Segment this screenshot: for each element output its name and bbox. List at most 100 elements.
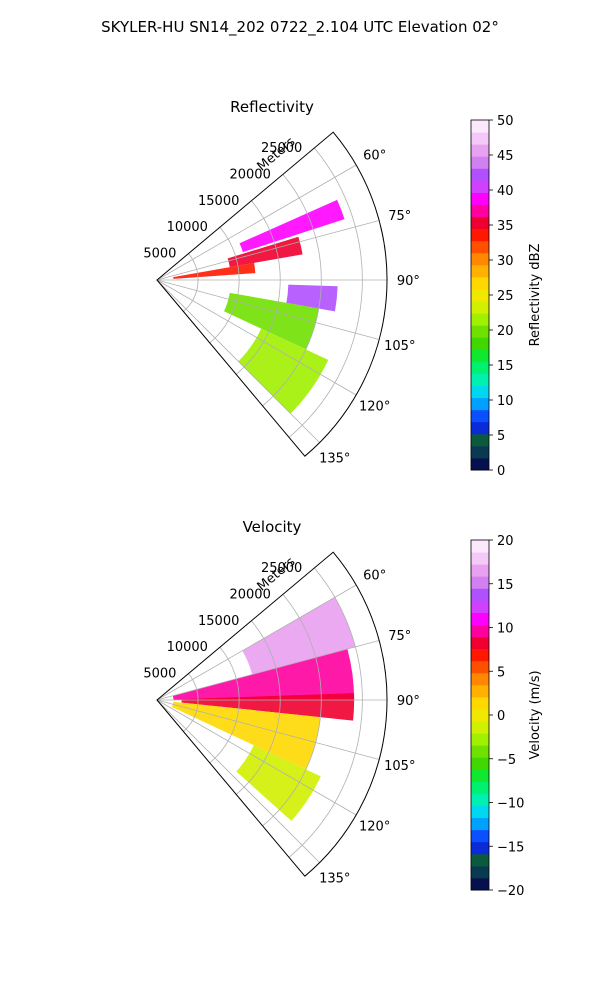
sector-outline	[156, 551, 388, 877]
colorbar-segment	[471, 433, 489, 447]
colorbar-segment	[471, 684, 489, 698]
colorbar-segment	[471, 288, 489, 302]
colorbar-segment	[471, 409, 489, 423]
colorbar-segment	[471, 588, 489, 601]
echo-cell	[224, 292, 319, 350]
colorbar-segment	[471, 120, 489, 133]
azimuth-tick-label: 105°	[384, 759, 415, 774]
colorbar-tick-label: −20	[497, 884, 524, 899]
colorbar-tick-label: −5	[497, 753, 516, 768]
velocity-colorbar: −20 −15 −10 −5 0 5 10 15 20 Velocity (m/s)	[470, 534, 543, 899]
colorbar-segment	[471, 252, 489, 266]
radial-tick-label: 20000	[229, 587, 270, 602]
colorbar-tick-label: 30	[497, 254, 514, 269]
colorbar-segment	[471, 817, 489, 831]
range-ring	[288, 147, 363, 438]
colorbar-segment	[471, 564, 489, 577]
colorbar-tick-label: 0	[497, 464, 505, 479]
colorbar-tick-label: 20	[497, 324, 514, 339]
colorbar-segment	[471, 660, 489, 674]
colorbar-segment	[471, 301, 489, 314]
azimuth-tick-label: 75°	[388, 629, 411, 644]
colorbar-tick-label: 35	[497, 219, 514, 234]
azimuth-gridline	[156, 699, 320, 863]
colorbar-segment	[471, 636, 489, 650]
radial-tick-label: 5000	[143, 247, 176, 262]
colorbar-segment	[471, 781, 489, 794]
azimuth-gridline	[156, 699, 380, 760]
echo-cell	[236, 745, 321, 821]
range-ring	[262, 594, 322, 827]
echo-cell	[171, 701, 321, 770]
colorbar-segment	[471, 853, 489, 867]
colorbar-tick-label: −15	[497, 840, 524, 855]
colorbar-tick-label: 10	[497, 394, 514, 409]
azimuth-gridline	[156, 584, 357, 701]
radial-tick-label: 15000	[198, 614, 239, 629]
colorbar-segment	[471, 600, 489, 613]
azimuth-tick-label: 60°	[363, 148, 386, 163]
colorbar-segment	[471, 361, 489, 374]
colorbar-tick-label: 5	[497, 665, 505, 680]
colorbar-tick-label: 40	[497, 184, 514, 199]
azimuth-gridline	[156, 279, 380, 340]
colorbar-label: Velocity (m/s)	[528, 670, 543, 759]
azimuth-gridline	[156, 640, 380, 701]
reflectivity-panel: Reflectivity 500010000150002000025000Met…	[143, 98, 543, 479]
colorbar-segment	[471, 168, 489, 181]
colorbar-segment	[471, 313, 489, 326]
colorbar-segment	[471, 337, 489, 350]
colorbar-segment	[471, 216, 489, 230]
colorbar-segment	[471, 769, 489, 782]
colorbar-segment	[471, 325, 489, 338]
colorbar-segment	[471, 877, 489, 891]
colorbar-segment	[471, 757, 489, 770]
azimuth-gridline	[156, 164, 357, 281]
colorbar-segment	[471, 829, 489, 843]
colorbar-segment	[471, 733, 489, 746]
range-ring	[209, 646, 240, 764]
colorbar-tick-label: 45	[497, 149, 514, 164]
radial-tick-label: 25000	[261, 561, 302, 576]
colorbar-tick-label: 15	[497, 578, 514, 593]
range-ring	[262, 174, 322, 407]
colorbar-segment	[471, 696, 489, 710]
colorbar-segment	[471, 180, 489, 193]
echo-cell	[227, 236, 303, 268]
sector-outline	[156, 131, 388, 457]
colorbar-segment	[471, 156, 489, 169]
azimuth-tick-label: 90°	[397, 694, 420, 709]
velocity-title: Velocity	[243, 518, 302, 536]
azimuth-tick-label: 120°	[359, 820, 390, 835]
colorbar-segment	[471, 421, 489, 435]
echo-cell	[173, 262, 256, 279]
echo-cell	[239, 199, 345, 253]
colorbar-tick-label: 15	[497, 359, 514, 374]
colorbar-segment	[471, 349, 489, 362]
colorbar-segment	[471, 745, 489, 758]
colorbar-tick-label: 20	[497, 534, 514, 549]
colorbar-tick-label: −10	[497, 797, 524, 812]
range-ring	[235, 200, 281, 375]
echo-cell	[172, 648, 355, 700]
azimuth-gridline	[156, 279, 357, 396]
colorbar-segment	[471, 204, 489, 218]
colorbar-segment	[471, 672, 489, 686]
radial-tick-label: 5000	[143, 667, 176, 682]
radial-tick-label: 20000	[229, 167, 270, 182]
colorbar-tick-label: 0	[497, 709, 505, 724]
colorbar-tick-label: 50	[497, 114, 514, 129]
colorbar-segment	[471, 192, 489, 205]
colorbar-tick-label: 10	[497, 622, 514, 637]
colorbar-segment	[471, 624, 489, 638]
colorbar-segment	[471, 457, 489, 471]
colorbar-tick-label: 25	[497, 289, 514, 304]
colorbar-segment	[471, 132, 489, 145]
colorbar-segment	[471, 540, 489, 553]
range-ring	[209, 226, 240, 344]
colorbar-segment	[471, 552, 489, 565]
